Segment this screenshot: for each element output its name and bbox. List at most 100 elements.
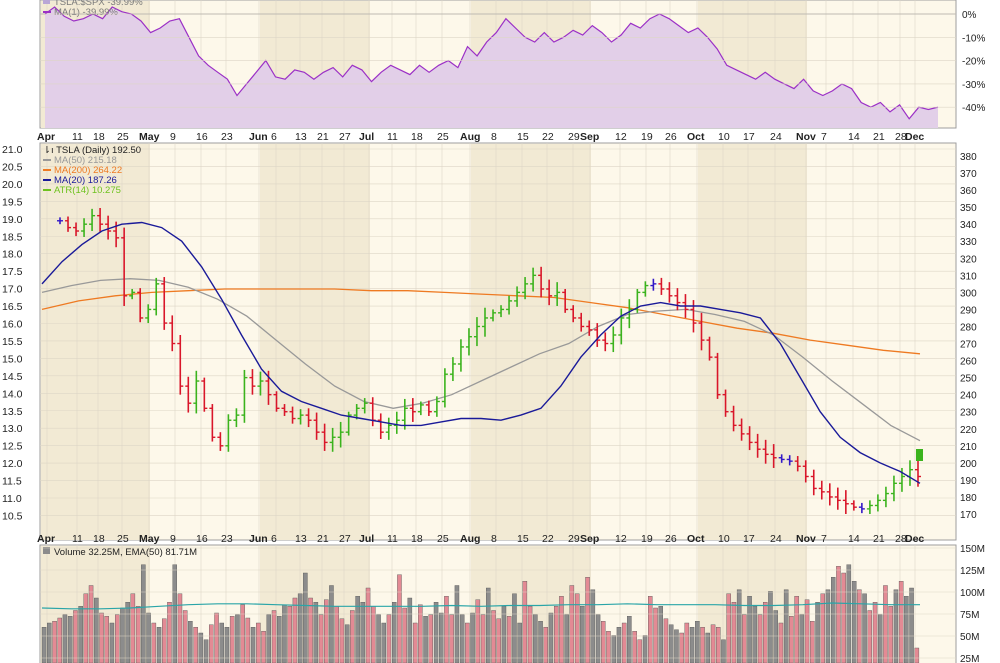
date-tick-label: 11 [387,533,398,545]
volume-bar [548,612,554,663]
volume-bar [156,627,162,663]
volume-bar [329,585,334,663]
volume-bar [240,604,245,663]
volume-bar [794,596,799,663]
date-tick-label: 15 [517,533,529,545]
volume-bar [768,591,773,663]
legend-ma200: MA(200) 264.22 [54,165,122,176]
volume-bar [580,606,585,663]
price-left-label: 15.5 [2,336,23,348]
volume-bar [595,614,601,663]
date-tick-label: Apr [37,131,55,143]
date-tick-label: 27 [339,131,351,143]
volume-bar [898,581,904,663]
date-tick-label: 14 [848,533,860,545]
date-tick-label: 29 [568,131,580,143]
price-left-label: 10.5 [2,510,23,522]
price-left-label: 11.0 [2,493,22,505]
date-tick-label: 21 [317,533,329,545]
date-tick-label: 15 [517,131,529,143]
date-tick-label: 16 [196,131,208,143]
volume-bar [439,612,444,663]
volume-bar [621,622,627,663]
volume-bar [658,606,664,663]
volume-bar [193,627,198,663]
volume-bar [151,622,157,663]
volume-bar [339,618,345,663]
volume-bar [407,597,413,663]
date-tick-label: Jul [359,533,374,545]
legend-tsla: ⇂ı TSLA (Daily) 192.50 [43,145,141,156]
price-right-label: 260 [960,357,977,368]
price-right-label: 310 [960,271,977,282]
volume-right-axis: 150M 125M 100M 75M 50M 25M [40,544,985,663]
volume-axis-label: 150M [960,544,985,555]
price-right-label: 330 [960,237,977,248]
volume-bar [114,614,120,663]
price-right-label: 200 [960,459,977,470]
volume-bar [83,593,89,663]
date-tick-label: Aug [460,533,480,545]
volume-bar [208,624,214,663]
date-tick-label: 17 [743,131,755,143]
volume-bar [480,614,486,663]
volume-bar [402,607,407,663]
volume-bar [167,602,172,663]
volume-bar [731,602,737,663]
date-tick-label: 19 [641,533,653,545]
ma200-line [41,288,921,355]
volume-bar [250,627,256,663]
date-tick-label: 24 [770,533,782,545]
volume-bar [125,602,130,663]
date-tick-label: Dec [905,533,924,545]
date-tick-label: 29 [568,533,580,545]
volume-bar [282,604,287,663]
volume-bar [381,622,387,663]
date-tick-label: Nov [796,131,816,143]
date-tick-label: 11 [72,131,83,143]
date-tick-label: Jun [249,131,268,143]
volume-bar [62,614,68,663]
price-right-label: 340 [960,220,977,231]
volume-bar [449,614,454,663]
volume-bar [831,577,836,663]
date-tick-label: 17 [743,533,755,545]
volume-bar [292,597,298,663]
volume-bar [611,635,617,663]
date-tick-label: Sep [580,131,599,143]
date-tick-label: 21 [317,131,329,143]
volume-bar [235,614,240,663]
volume-bar [94,597,99,663]
price-right-label: 270 [960,340,977,351]
volume-bar [203,639,209,663]
volume-bar [277,616,282,663]
price-right-axis: 380 370 360 350 340 330 320 310 300 290 280 270 260 2… [960,152,977,521]
volume-bar [423,616,428,663]
volume-bar [804,599,810,663]
volume-bar [506,616,512,663]
volume-bar [501,606,507,663]
volume-bar [721,639,726,663]
date-tick-label: 10 [718,131,730,143]
date-tick-label: 27 [339,533,351,545]
date-tick-label: 12 [615,131,627,143]
volume-bar [559,596,564,663]
date-tick-label: 11 [387,131,398,143]
volume-bar [883,585,888,663]
volume-bar [789,616,794,663]
volume-bar [266,614,272,663]
price-ohlc-bars [57,207,921,514]
date-tick-label: 18 [411,131,423,143]
volume-bar [653,607,658,663]
date-axis-top: Apr 11 18 25 May 9 16 23 Jun 6 13 21 27 Jul 11 18 25 Aug 8… [37,131,924,143]
volume-bar [229,616,235,663]
date-tick-label: 25 [117,533,129,545]
date-axis-bottom: Apr 11 18 25 May 9 16 23 Jun 6 13 21 27 Jul 11 18 25 Aug 8… [37,533,924,545]
volume-bar [627,616,632,663]
date-tick-label: 28 [895,533,907,545]
volume-bar [778,622,784,663]
volume-axis-label: 100M [960,588,985,599]
price-right-label: 320 [960,254,977,265]
volume-bar [428,614,434,663]
